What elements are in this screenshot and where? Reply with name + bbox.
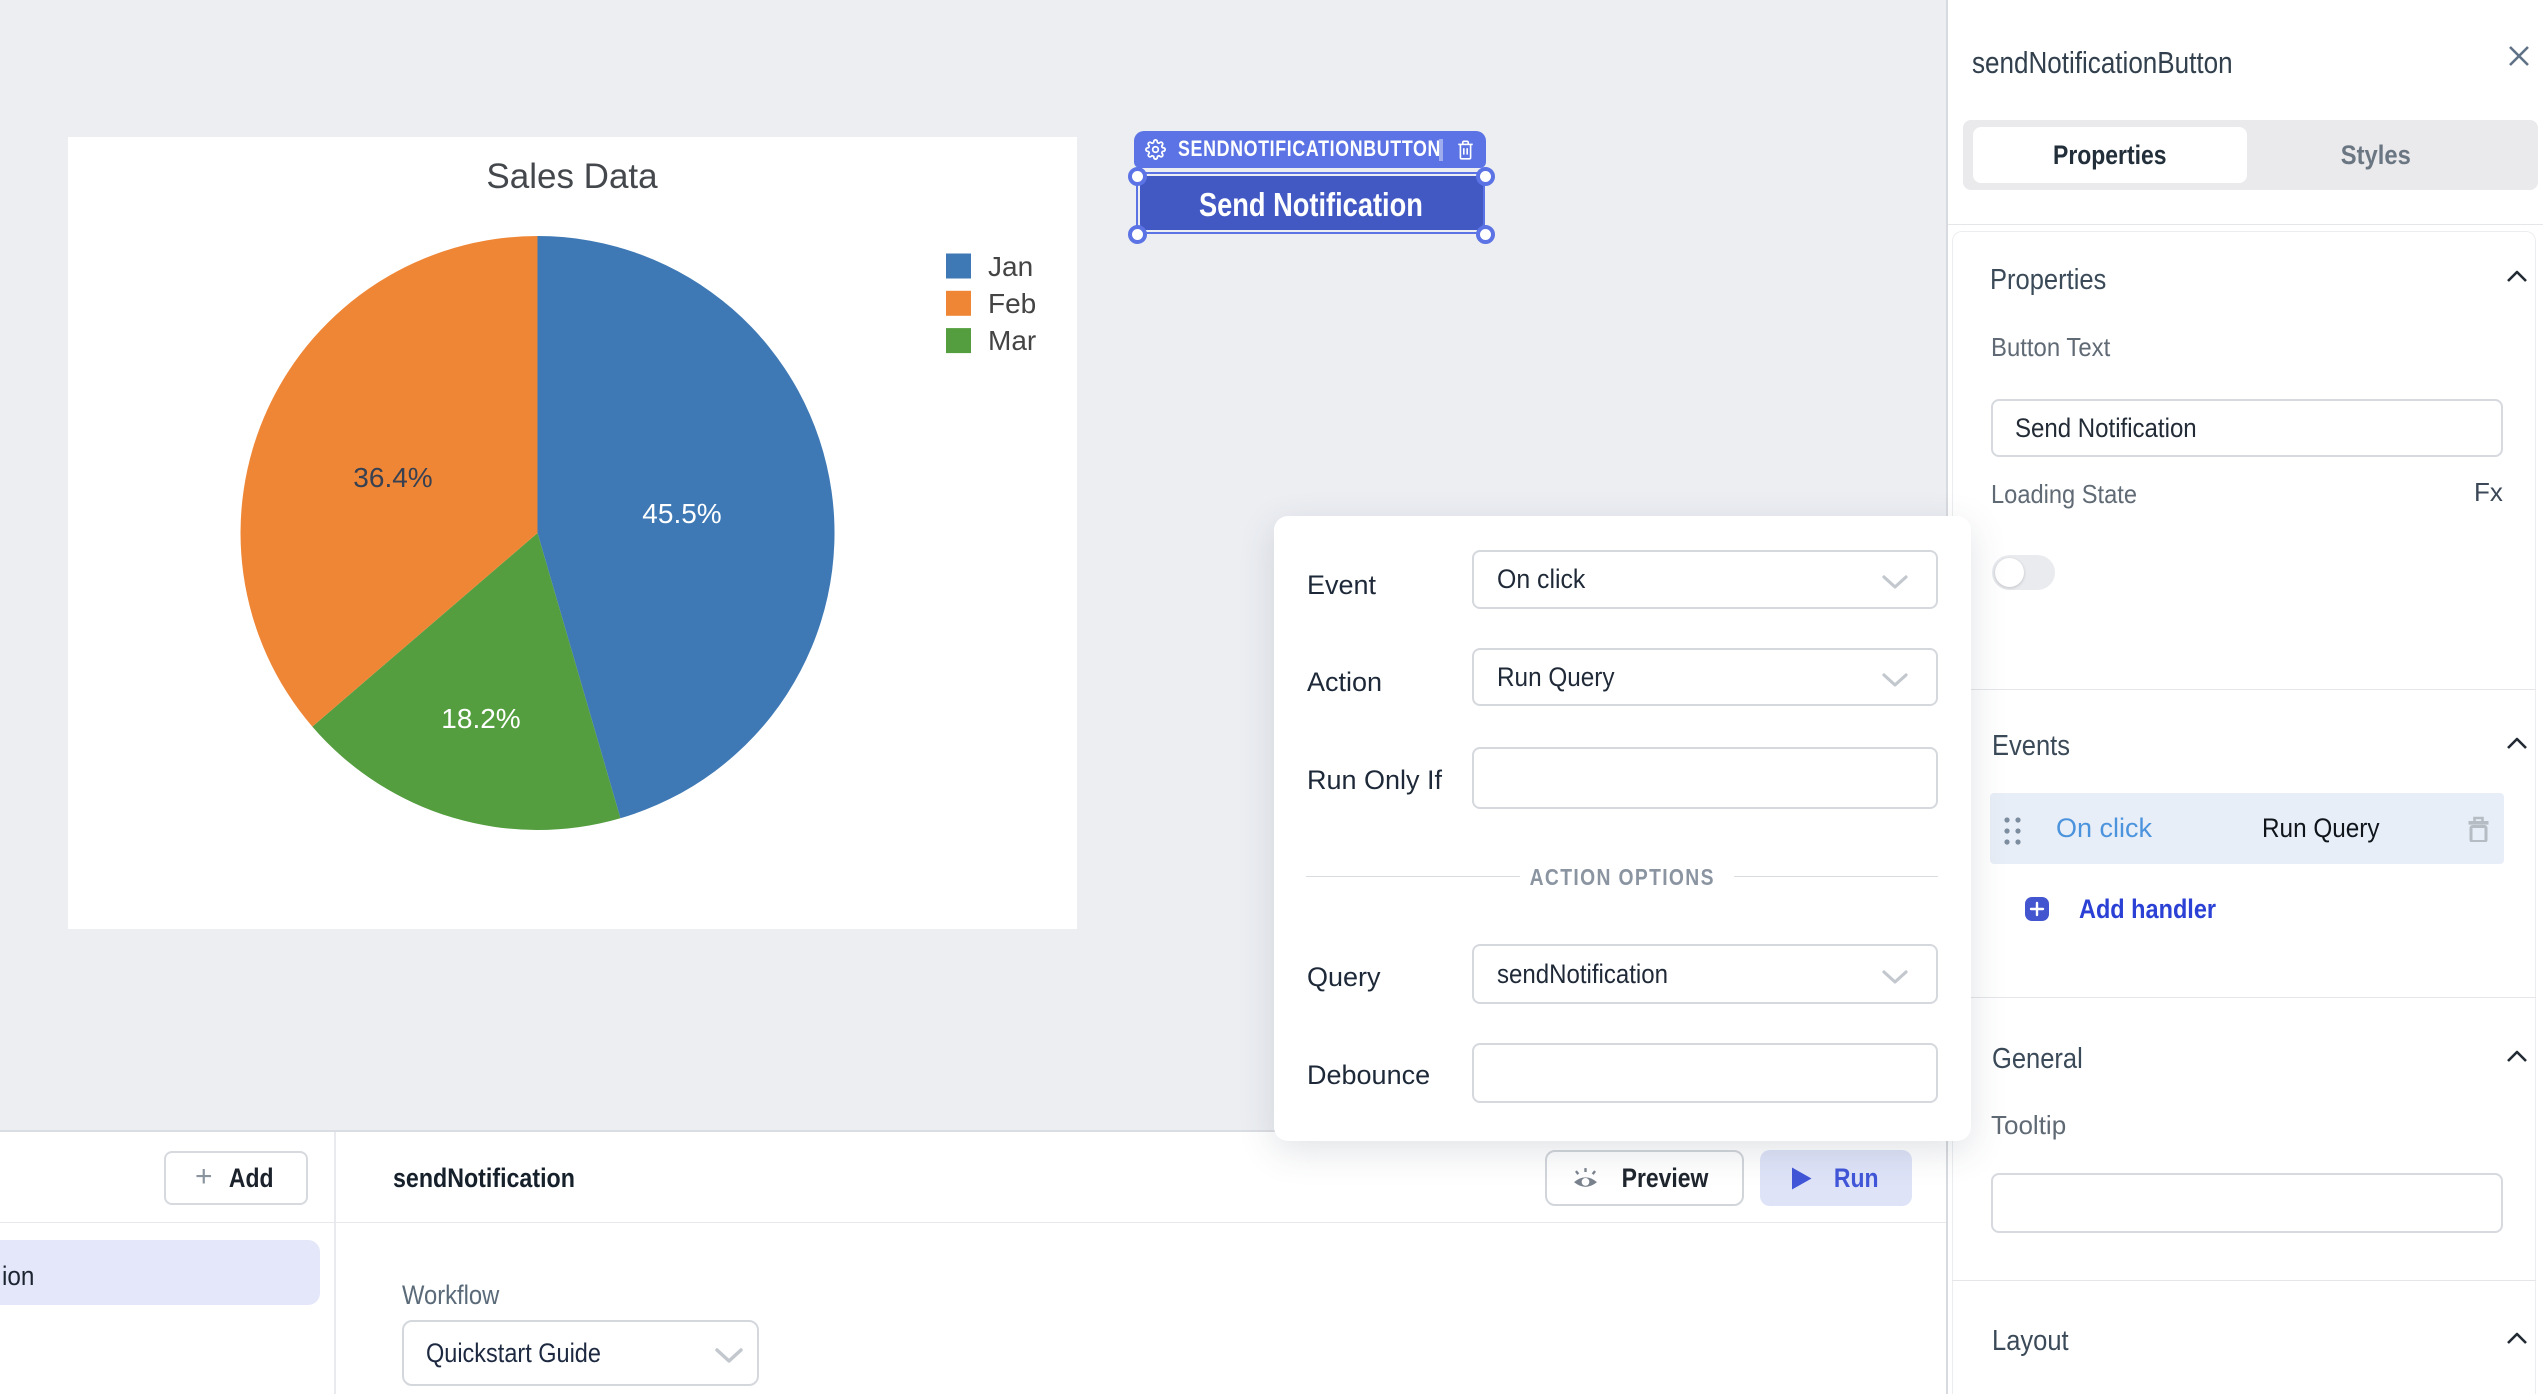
svg-text:Sales Data: Sales Data: [486, 157, 658, 196]
svg-text:Jan: Jan: [988, 251, 1033, 282]
svg-text:36.4%: 36.4%: [353, 462, 432, 493]
svg-text:Mar: Mar: [988, 325, 1036, 356]
svg-text:18.2%: 18.2%: [441, 703, 520, 734]
svg-text:45.5%: 45.5%: [642, 498, 721, 529]
svg-text:Feb: Feb: [988, 288, 1036, 319]
